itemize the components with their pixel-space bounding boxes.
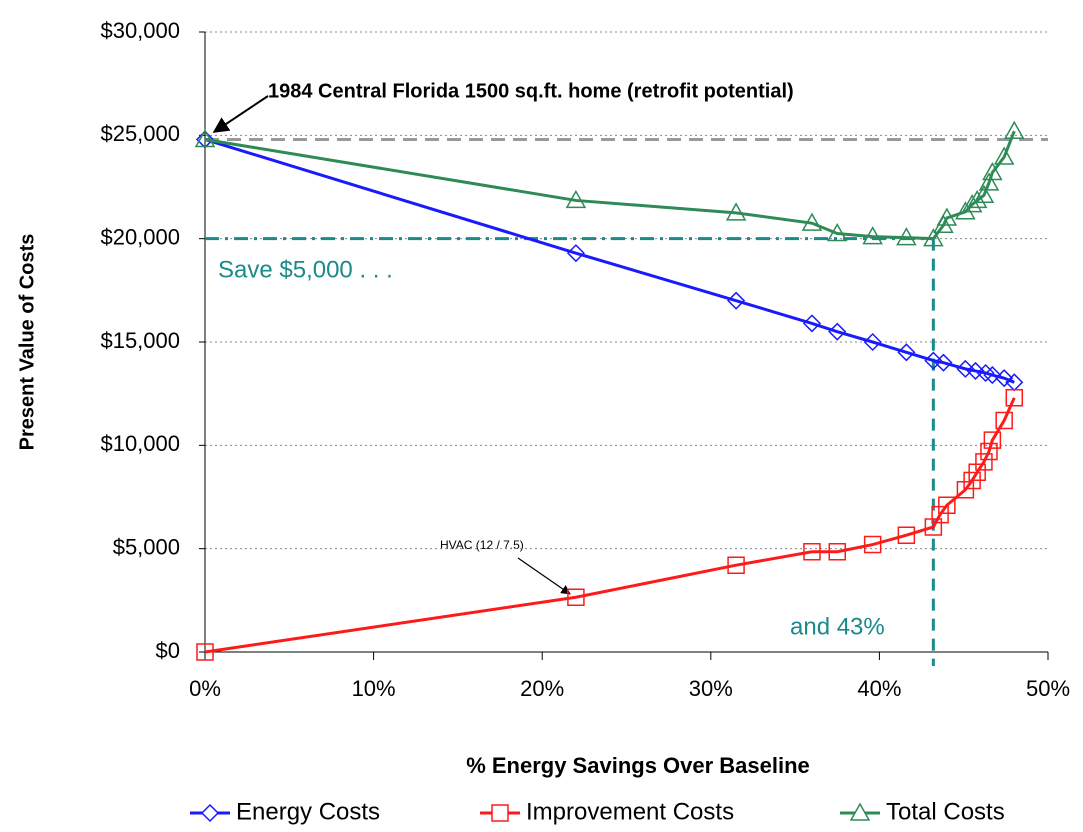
marker	[966, 189, 988, 209]
marker	[975, 453, 993, 471]
marker	[924, 518, 943, 536]
x-tick-label: 30%	[689, 676, 733, 701]
marker	[896, 227, 917, 246]
marker	[983, 431, 1002, 449]
marker	[961, 194, 983, 213]
marker	[196, 643, 214, 661]
legend-label: Improvement Costs	[526, 798, 734, 825]
marker	[963, 471, 981, 490]
marker	[727, 556, 745, 574]
marker	[980, 442, 998, 461]
marker	[565, 189, 587, 209]
marker	[955, 201, 976, 220]
y-tick-label: $20,000	[100, 224, 180, 249]
x-axis-label: % Energy Savings Over Baseline	[466, 753, 810, 778]
x-tick-label: 20%	[520, 676, 564, 701]
marker	[968, 463, 986, 481]
marker	[1005, 389, 1024, 407]
marker	[995, 369, 1014, 388]
marker	[956, 359, 975, 378]
series-line	[204, 130, 1016, 241]
marker	[973, 184, 995, 204]
marker	[934, 353, 953, 372]
marker	[801, 212, 823, 231]
legend-label: Energy Costs	[236, 798, 380, 825]
marker	[931, 505, 949, 524]
y-tick-label: $15,000	[100, 328, 180, 353]
marker	[978, 172, 1000, 191]
marker	[828, 322, 847, 341]
x-tick-label: 10%	[352, 676, 396, 701]
marker	[567, 588, 585, 606]
marker	[200, 803, 220, 823]
marker	[862, 226, 883, 245]
marker	[983, 366, 1002, 385]
y-tick-label: $30,000	[100, 18, 180, 43]
marker	[897, 526, 916, 544]
marker	[938, 496, 956, 515]
y-axis-label: Present Value of Costs	[16, 234, 38, 451]
x-tick-label: 0%	[189, 676, 221, 701]
y-tick-label: $10,000	[100, 431, 180, 456]
x-tick-label: 40%	[857, 676, 901, 701]
series-line	[204, 397, 1016, 654]
marker	[993, 146, 1015, 165]
marker	[924, 351, 943, 370]
y-tick-label: $5,000	[113, 534, 180, 559]
annotation: Save $5,000 . . .	[218, 256, 393, 283]
annotation: 1984 Central Florida 1500 sq.ft. home (r…	[268, 80, 794, 102]
arrow	[517, 557, 571, 595]
marker	[491, 804, 509, 822]
marker	[849, 802, 871, 821]
marker	[826, 222, 848, 242]
marker	[923, 228, 944, 247]
marker	[1003, 120, 1025, 139]
marker	[982, 162, 1003, 181]
annotation: and 43%	[790, 613, 885, 640]
marker	[863, 332, 882, 352]
annotation: HVAC (12 / 7.5)	[440, 538, 524, 552]
marker	[828, 543, 846, 561]
marker	[566, 244, 585, 263]
marker	[897, 343, 916, 362]
marker	[195, 130, 215, 149]
marker	[802, 314, 822, 333]
marker	[966, 361, 985, 380]
marker	[863, 535, 882, 554]
marker	[936, 207, 958, 226]
marker	[725, 202, 747, 221]
y-tick-label: $25,000	[100, 121, 180, 146]
arrow	[212, 95, 269, 133]
marker	[803, 543, 821, 561]
marker	[727, 291, 746, 310]
marker	[194, 128, 216, 148]
marker	[956, 481, 975, 499]
marker	[976, 363, 995, 383]
series-line	[204, 138, 1015, 384]
y-tick-label: $0	[156, 638, 180, 663]
marker	[995, 411, 1013, 430]
legend-label: Total Costs	[886, 798, 1005, 825]
x-tick-label: 50%	[1026, 676, 1070, 701]
